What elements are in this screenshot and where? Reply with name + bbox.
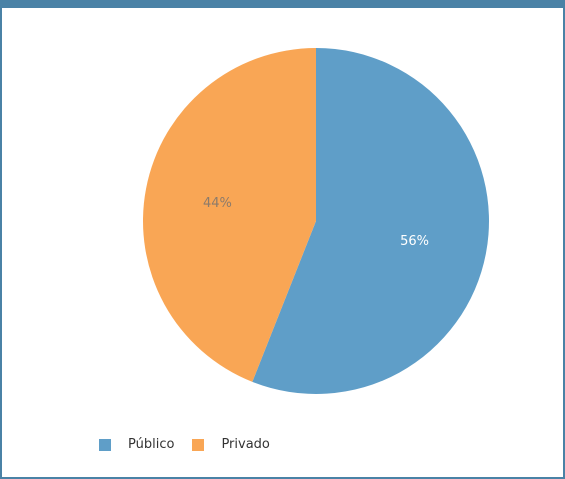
pie-slice-publico[interactable]	[252, 47, 490, 395]
legend-item-publico[interactable]: Público	[99, 437, 174, 452]
pie-label-publico: 56%	[400, 234, 429, 249]
pie-label-privado: 44%	[203, 196, 232, 211]
pie-slice-privado[interactable]	[143, 48, 316, 382]
legend-swatch-publico	[99, 438, 111, 451]
legend-label-privado: Privado	[221, 437, 270, 452]
panel-header-bar	[2, 0, 563, 8]
legend-item-privado[interactable]: Privado	[192, 437, 270, 452]
legend-swatch-privado	[192, 438, 205, 451]
chart-legend: Público Privado	[99, 437, 288, 452]
legend-label-publico: Público	[128, 437, 175, 452]
